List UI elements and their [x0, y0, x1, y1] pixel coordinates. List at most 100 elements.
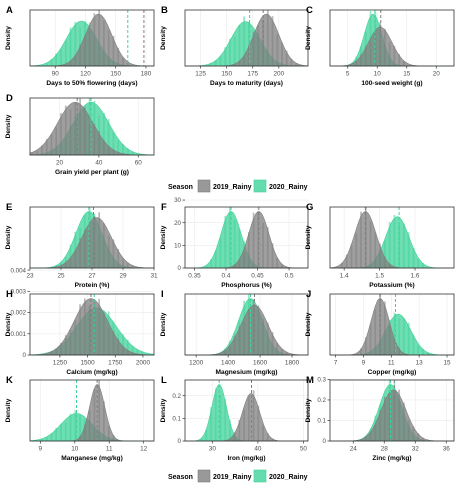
histogram-bar: [374, 309, 377, 355]
y-tick-label: 0.1: [317, 418, 326, 425]
histogram-bar: [117, 338, 120, 355]
panel-frame: [184, 206, 309, 269]
panel-m: 24 28 32 36 0 0.1 0.2 0.3 Zinc (mg/kg) Density M: [305, 375, 455, 462]
histogram-bar: [412, 247, 415, 268]
x-tick-label: 5: [346, 71, 350, 78]
x-tick-label: 11: [388, 360, 395, 367]
histogram-bar: [210, 259, 212, 268]
legend-label: 2020_Rainy: [269, 474, 308, 481]
histogram-bar: [60, 49, 62, 66]
histogram-bar: [388, 395, 391, 441]
histogram-bar: [393, 46, 396, 66]
histogram-bar: [126, 350, 129, 355]
panel-letter: C: [306, 5, 313, 16]
x-tick-label: 50: [300, 446, 308, 453]
histogram-bar: [103, 223, 105, 268]
histogram-bar: [93, 13, 96, 66]
histogram-bar: [69, 330, 72, 355]
histogram-bar: [398, 54, 401, 66]
histogram-bar: [364, 436, 367, 441]
histogram-bar: [364, 337, 367, 355]
histogram-bar: [422, 348, 424, 355]
histogram-bar: [266, 227, 269, 268]
x-tick-label: 25: [57, 273, 65, 280]
y-tick-label: 0.2: [317, 397, 326, 404]
x-axis-label: Calcium (mg/kg): [66, 369, 117, 376]
histogram-bar: [233, 336, 236, 355]
histogram-bar: [93, 299, 96, 355]
histogram-bar: [79, 44, 81, 66]
legend-label: 2019_Rainy: [213, 184, 252, 191]
histogram-bar: [243, 322, 245, 355]
x-tick-label: 30: [209, 446, 217, 453]
histogram-bar: [360, 54, 362, 66]
x-axis-label: Protein (%): [75, 282, 110, 289]
histogram-bar: [83, 107, 86, 155]
histogram-bar: [398, 389, 401, 441]
x-tick-label: 0.5: [285, 273, 294, 280]
histogram-bar: [88, 123, 91, 155]
x-tick-label: 1.5: [375, 273, 384, 280]
histogram-bar: [126, 262, 129, 268]
x-tick-label: 90: [52, 71, 60, 78]
histogram-bar: [69, 27, 72, 67]
histogram-bar: [210, 62, 212, 66]
legend-label: 2019_Rainy: [213, 474, 252, 481]
histogram-bar: [83, 35, 86, 66]
histogram-bar: [407, 232, 410, 268]
panel-b: 125 150 175 200 Days to maturity (days) Densi…: [160, 5, 309, 87]
histogram-bar: [214, 250, 217, 268]
histogram-bar: [112, 435, 115, 441]
histogram-bar: [229, 419, 231, 441]
histogram-bar: [131, 346, 134, 355]
histogram-bar: [79, 436, 81, 441]
histogram-bar: [252, 390, 255, 441]
histogram-bar: [345, 254, 348, 268]
x-axis-label: Magnesium (mg/kg): [216, 369, 278, 376]
panel-letter: H: [6, 289, 13, 300]
histogram-bar: [131, 265, 134, 268]
histogram-bar: [393, 214, 396, 268]
panel-a: 90 120 150 180 Days to 50% flowering (days) D…: [5, 5, 155, 87]
x-axis-label: 100-seed weight (g): [361, 80, 422, 87]
y-tick-label: 0.3: [317, 377, 326, 384]
histogram-bar: [262, 320, 264, 355]
histogram-bar: [214, 388, 217, 441]
histogram-bar: [55, 349, 58, 355]
x-tick-label: 2000: [136, 360, 151, 367]
histogram-bar: [393, 338, 396, 355]
histogram-bar: [107, 147, 110, 155]
histogram-bar: [369, 431, 372, 441]
histogram-bar: [271, 16, 274, 66]
y-axis-label: Density: [160, 225, 167, 249]
y-tick-label: 0: [178, 265, 182, 272]
histogram-bar: [355, 61, 358, 66]
x-tick-label: 7: [334, 360, 338, 367]
y-tick-label: 0.1: [172, 416, 181, 423]
panel-h: 1250 1500 1750 2000 0 0.001 0.002 0.003 0.004 Cal…: [5, 267, 155, 376]
histogram-bar: [50, 134, 53, 155]
histogram-bar: [248, 45, 250, 66]
histogram-bar: [398, 318, 401, 355]
y-axis-label: Density: [305, 225, 312, 249]
x-axis-label: Manganese (mg/kg): [61, 455, 123, 462]
histogram-bar: [238, 258, 241, 268]
histogram-bar: [383, 396, 386, 441]
histogram-bar: [74, 102, 77, 155]
histogram-bar: [252, 31, 255, 66]
histogram-bar: [83, 229, 86, 268]
x-tick-label: 120: [80, 71, 91, 78]
panel-letter: M: [306, 375, 314, 386]
histogram-bar: [248, 309, 250, 355]
panel-frame: [184, 9, 309, 67]
histogram-bar: [64, 63, 67, 66]
histogram-bar: [364, 46, 367, 66]
histogram-bar: [69, 244, 72, 268]
histogram-bar: [271, 243, 274, 268]
x-tick-label: 150: [221, 71, 232, 78]
histogram-bar: [403, 223, 405, 268]
panel-i: 1200 1400 1600 1800 Magnesium (mg/kg) Density…: [160, 289, 309, 376]
density-area-2019-rainy: [30, 217, 155, 269]
histogram-bar: [126, 61, 129, 66]
legend-key-2020-rainy: [253, 179, 267, 193]
